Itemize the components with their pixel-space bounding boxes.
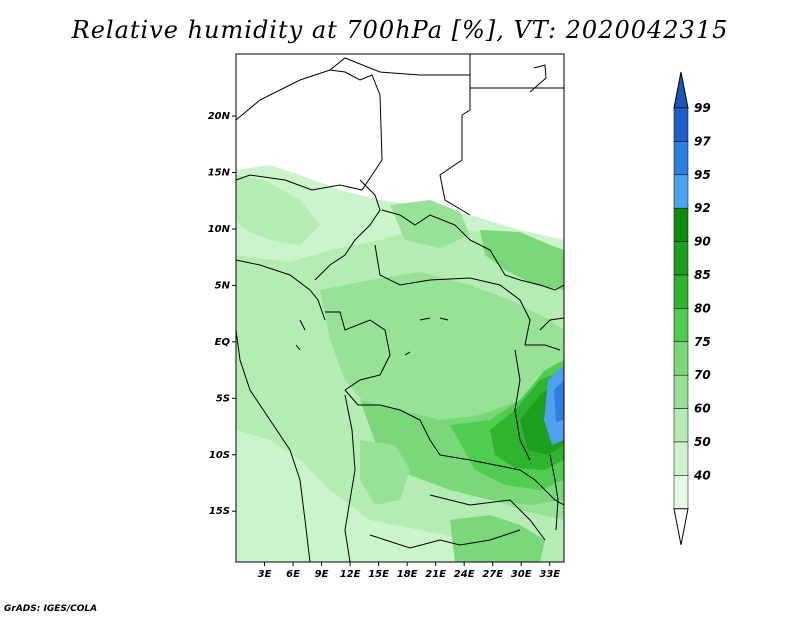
colorbar-swatch <box>673 341 689 376</box>
colorbar-level-label: 80 <box>694 301 711 315</box>
humidity-region-north-east <box>480 230 564 290</box>
colorbar-swatch <box>673 408 689 443</box>
colorbar-swatch <box>673 441 689 476</box>
lat-tick-label: 5N <box>215 280 231 291</box>
colorbar-top-arrow <box>673 71 689 109</box>
colorbar-swatch <box>673 274 689 309</box>
lat-tick-label: 10S <box>209 450 230 461</box>
lat-tick-label: 5S <box>216 393 230 404</box>
lat-tick-label: 10N <box>208 224 231 235</box>
colorbar-swatch <box>673 308 689 343</box>
humidity-region-north-west <box>236 175 320 245</box>
lat-tick-label: EQ <box>215 337 231 348</box>
colorbar-level-label: 85 <box>694 268 711 282</box>
longitude-axis: 3E 6E 9E 12E 15E 18E 21E 24E 27E 30E 33E <box>258 562 560 580</box>
colorbar-level-label: 99 <box>694 101 711 115</box>
humidity-region-angola <box>360 440 410 505</box>
colorbar-bottom-arrow <box>673 508 689 545</box>
map-panel <box>236 54 564 562</box>
colorbar: 99 97 95 92 90 85 80 75 70 60 50 40 <box>673 71 711 545</box>
grads-credit: GrADS: IGES/COLA <box>4 604 98 614</box>
colorbar-level-label: 60 <box>694 402 711 416</box>
colorbar-swatch <box>673 107 689 142</box>
lon-tick-label: 9E <box>315 569 329 580</box>
colorbar-level-label: 50 <box>694 435 711 449</box>
lon-tick-label: 30E <box>511 569 532 580</box>
map-frame <box>235 53 565 563</box>
country-borders <box>236 54 564 562</box>
colorbar-swatch <box>673 475 689 510</box>
colorbar-level-label: 92 <box>694 201 711 215</box>
lat-tick-label: 15S <box>209 506 230 517</box>
map-title: Relative humidity at 700hPa [%], VT: 202… <box>71 16 729 44</box>
colorbar-level-label: 40 <box>693 468 711 482</box>
lon-tick-label: 21E <box>425 569 446 580</box>
lon-tick-label: 33E <box>539 569 560 580</box>
lon-tick-label: 15E <box>368 569 389 580</box>
lon-tick-label: 12E <box>340 569 361 580</box>
humidity-region-south <box>450 515 545 562</box>
lon-tick-label: 18E <box>397 569 418 580</box>
humidity-region-97 <box>554 380 564 422</box>
colorbar-swatch <box>673 174 689 209</box>
lon-tick-label: 24E <box>454 569 475 580</box>
humidity-field <box>236 165 564 562</box>
colorbar-swatch <box>673 141 689 176</box>
latitude-axis: 20N 15N 10N 5N EQ 5S 10S 15S <box>208 111 236 517</box>
colorbar-level-label: 70 <box>694 368 711 382</box>
colorbar-level-label: 97 <box>694 134 711 148</box>
humidity-region-north-central <box>390 200 470 248</box>
lat-tick-label: 20N <box>208 111 231 122</box>
colorbar-swatch <box>673 241 689 276</box>
colorbar-level-label: 95 <box>694 168 711 182</box>
lon-tick-label: 3E <box>258 569 272 580</box>
lon-tick-label: 27E <box>482 569 503 580</box>
colorbar-level-label: 75 <box>694 335 711 349</box>
colorbar-swatch <box>673 207 689 242</box>
lat-tick-label: 15N <box>208 168 231 179</box>
colorbar-level-label: 90 <box>694 235 711 249</box>
lon-tick-label: 6E <box>286 569 300 580</box>
colorbar-swatch <box>673 374 689 409</box>
